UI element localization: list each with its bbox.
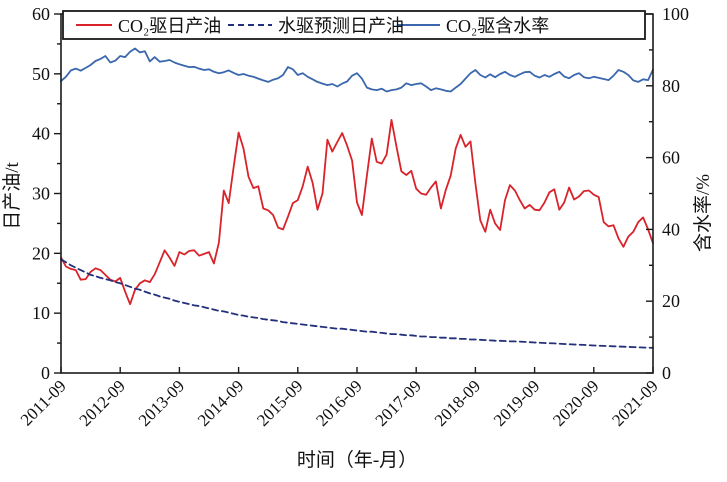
right-axis-tick-label: 60 bbox=[662, 148, 680, 168]
x-axis-title: 时间（年-月） bbox=[297, 449, 417, 471]
left-axis-tick-label: 60 bbox=[32, 4, 50, 24]
right-axis-title: 含水率/% bbox=[692, 174, 714, 252]
right-axis-tick-label: 40 bbox=[662, 219, 680, 239]
x-axis-tick-label: 2012-09 bbox=[76, 376, 130, 430]
legend-label-waterflood-predicted-oil: 水驱预测日产油 bbox=[278, 16, 404, 36]
x-axis-tick-label: 2019-09 bbox=[490, 376, 544, 430]
left-axis-tick-label: 0 bbox=[41, 363, 50, 383]
x-axis-tick-label: 2016-09 bbox=[312, 376, 366, 430]
left-axis-tick-label: 50 bbox=[32, 64, 50, 84]
left-axis-title: 日产油/t bbox=[1, 162, 23, 230]
x-axis-tick-label: 2015-09 bbox=[253, 376, 307, 430]
legend-box bbox=[62, 10, 646, 40]
x-axis-tick-label: 2020-09 bbox=[549, 376, 603, 430]
left-axis-tick-label: 30 bbox=[32, 184, 50, 204]
plot-border bbox=[60, 13, 654, 374]
right-axis-tick-label: 100 bbox=[662, 4, 689, 24]
legend-label-co2-oil: CO₂驱日产油 bbox=[118, 16, 221, 36]
series-line-0 bbox=[60, 119, 654, 306]
x-axis-tick-label: 2011-09 bbox=[17, 376, 70, 429]
legend-label-co2-watercut: CO₂驱含水率 bbox=[446, 16, 549, 36]
x-axis-tick-label: 2017-09 bbox=[372, 376, 426, 430]
right-axis-tick-label: 80 bbox=[662, 76, 680, 96]
right-axis-tick-label: 0 bbox=[662, 363, 671, 383]
right-axis-tick-label: 20 bbox=[662, 291, 680, 311]
series-line-1 bbox=[60, 258, 654, 349]
series-line-2 bbox=[60, 47, 654, 93]
x-axis-tick-label: 2021-09 bbox=[608, 376, 662, 430]
x-axis-tick-label: 2018-09 bbox=[431, 376, 485, 430]
left-axis-tick-label: 20 bbox=[32, 243, 50, 263]
left-axis-tick-label: 10 bbox=[32, 303, 50, 323]
left-axis-tick-label: 40 bbox=[32, 124, 50, 144]
x-axis-tick-label: 2014-09 bbox=[194, 376, 248, 430]
x-axis-tick-label: 2013-09 bbox=[135, 376, 189, 430]
